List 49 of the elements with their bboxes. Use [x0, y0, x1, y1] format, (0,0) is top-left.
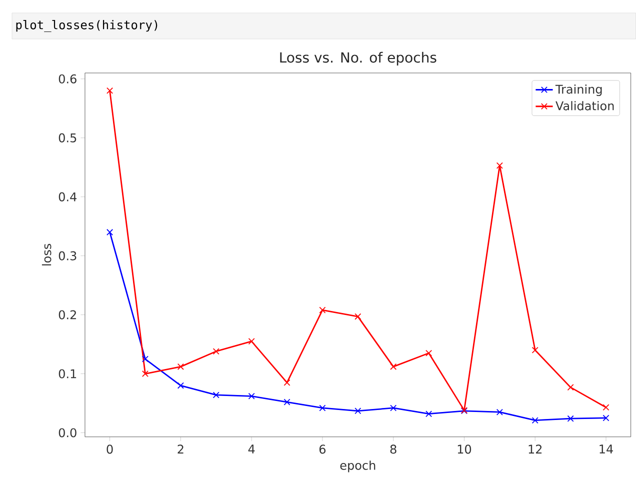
point — [284, 379, 290, 386]
point — [106, 87, 114, 94]
x-tick-label: 2 — [178, 444, 184, 454]
point — [390, 404, 397, 412]
y-axis-title: loss — [42, 244, 52, 266]
point — [602, 404, 610, 411]
point — [354, 313, 362, 320]
x-tick-label: 8 — [390, 444, 396, 454]
point — [212, 392, 220, 398]
x-tick-label: 14 — [600, 444, 613, 454]
point — [284, 398, 290, 406]
point — [567, 415, 574, 422]
point — [354, 408, 362, 414]
point — [426, 350, 432, 356]
point — [177, 363, 184, 370]
y-tick-label: 0.0 — [58, 428, 76, 438]
point — [496, 408, 503, 416]
x-tick-label: 6 — [319, 444, 326, 454]
point — [532, 346, 538, 354]
point — [567, 384, 574, 391]
point — [212, 348, 220, 355]
point — [390, 363, 397, 370]
point — [106, 229, 114, 236]
point — [142, 370, 149, 378]
point — [319, 306, 326, 314]
point — [496, 162, 503, 169]
point — [532, 417, 538, 424]
y-tick-label: 0.1 — [58, 369, 76, 378]
legend-label: Validation — [556, 101, 614, 110]
y-tick-label: 0.5 — [58, 133, 76, 142]
point — [142, 356, 149, 362]
point — [177, 382, 184, 389]
x-axis-title: epoch — [340, 460, 376, 472]
y-tick-label: 0.3 — [58, 251, 76, 260]
y-tick-label: 0.2 — [58, 310, 76, 320]
x-tick-label: 4 — [248, 444, 255, 454]
point — [319, 404, 326, 412]
point — [602, 414, 610, 422]
point — [248, 338, 255, 345]
point — [426, 410, 432, 418]
chart-title: Loss vs. No. of epochs — [280, 52, 436, 66]
x-tick-label: 12 — [528, 444, 542, 454]
y-tick-label: 0.6 — [58, 74, 76, 84]
x-tick-label: 10 — [458, 444, 472, 454]
x-tick-label: 0 — [106, 444, 113, 454]
y-tick-label: 0.4 — [58, 192, 77, 202]
point — [248, 392, 255, 400]
legend-label: Training — [555, 84, 602, 96]
text: plot_losses(history) — [16, 20, 158, 32]
